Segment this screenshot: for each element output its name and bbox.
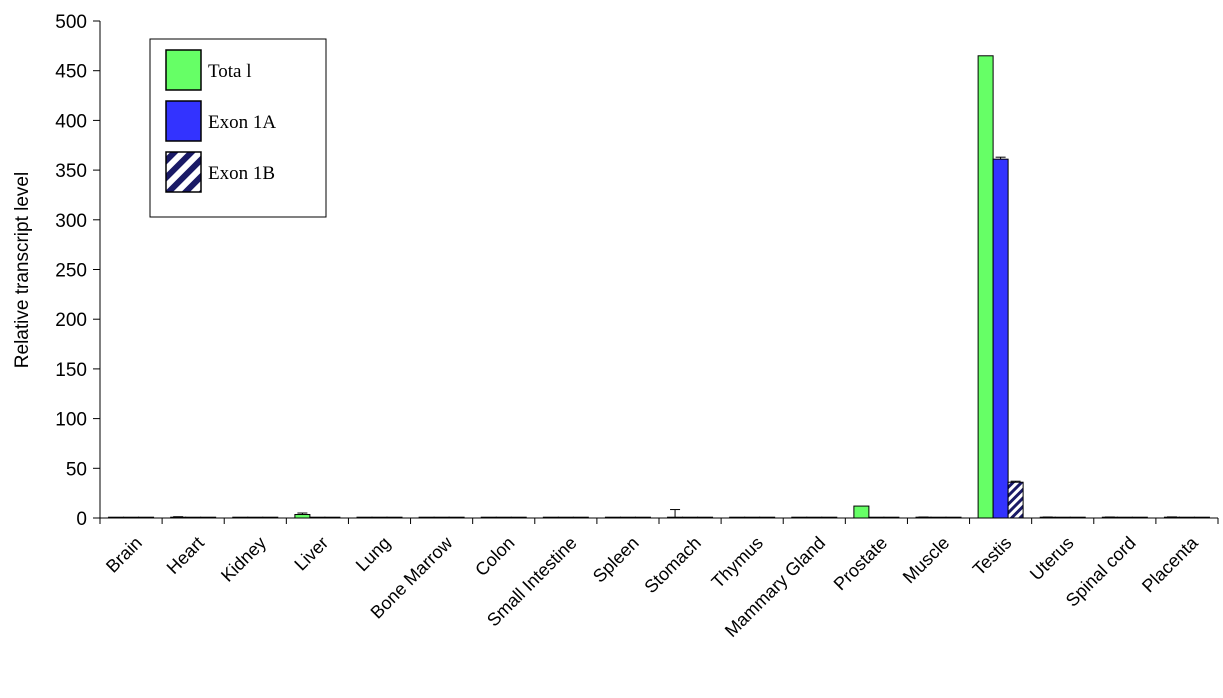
bar (495, 516, 512, 519)
bar (992, 158, 1009, 519)
bar (200, 516, 217, 519)
bar (1131, 516, 1148, 519)
category-label: Liver (290, 533, 332, 575)
category-label: Brain (102, 533, 146, 577)
category-label: Thymus (708, 533, 767, 592)
bar (930, 516, 947, 519)
bar (324, 516, 341, 519)
y-tick-label: 350 (55, 161, 87, 182)
bar (123, 516, 140, 519)
bar (232, 516, 249, 519)
bars (108, 55, 1210, 519)
y-tick-label: 300 (55, 211, 87, 232)
bar (977, 55, 994, 519)
category-label: Prostate (830, 533, 892, 595)
bar (1193, 516, 1210, 519)
bar (1007, 481, 1024, 519)
bar (448, 516, 465, 519)
bar (619, 516, 636, 519)
bar (604, 516, 621, 519)
bar (309, 516, 326, 519)
bar (185, 516, 202, 519)
legend-swatch (165, 100, 202, 142)
y-axis-title: Relative transcript level (12, 172, 33, 368)
y-tick-label: 400 (55, 111, 87, 132)
category-label: Kidney (217, 533, 270, 586)
bar (108, 516, 125, 519)
category-label: Colon (471, 533, 518, 580)
bar (294, 514, 311, 519)
bar (1178, 516, 1195, 519)
bar (697, 516, 714, 519)
category-label: Placenta (1138, 532, 1202, 596)
category-label: Muscle (899, 533, 953, 587)
y-tick-label: 150 (55, 360, 87, 381)
series-exon-1b (138, 480, 1210, 519)
bar (1054, 516, 1071, 519)
y-tick-label: 500 (55, 12, 87, 33)
bar (170, 516, 187, 519)
bar (634, 516, 651, 519)
legend-label: Tota l (208, 61, 252, 82)
bar (868, 516, 885, 519)
y-tick-label: 200 (55, 310, 87, 331)
bar (386, 516, 403, 519)
bar (510, 516, 527, 519)
category-label: Spleen (589, 533, 643, 587)
bar (247, 516, 264, 519)
bar (262, 516, 279, 519)
category-label: Lung (352, 533, 394, 575)
bar (729, 516, 746, 519)
bar (853, 505, 870, 519)
y-tick-label: 100 (55, 410, 87, 431)
y-tick-label: 250 (55, 261, 87, 282)
bar (791, 516, 808, 519)
y-tick-label: 50 (66, 459, 87, 480)
bar (667, 516, 684, 519)
bar (883, 516, 900, 519)
bar (744, 516, 761, 519)
bar (572, 516, 589, 519)
bar (1116, 516, 1133, 519)
legend: Tota l Exon 1A Exon 1B (149, 38, 327, 218)
bar (1069, 516, 1086, 519)
legend-label: Exon 1B (208, 163, 275, 184)
bar (433, 516, 450, 519)
bar (759, 516, 776, 519)
y-tick-label: 0 (76, 509, 87, 530)
bar (356, 516, 373, 519)
series-total (108, 55, 1180, 519)
bar (557, 516, 574, 519)
legend-label: Exon 1A (208, 112, 276, 133)
category-label: Heart (163, 533, 208, 578)
y-tick-label: 450 (55, 62, 87, 83)
category-label: Stomach (641, 533, 705, 597)
bar (806, 516, 823, 519)
bar (682, 516, 699, 519)
bar (821, 516, 838, 519)
y-axis: 0 50 100 150 200 250 300 350 400 450 500 (55, 12, 101, 530)
category-label: Uterus (1026, 533, 1078, 585)
bar (945, 516, 962, 519)
bar (138, 516, 155, 519)
series-exon-1a (123, 156, 1195, 519)
legend-swatch (165, 49, 202, 91)
category-label: Testis (969, 533, 1016, 580)
bar (371, 516, 388, 519)
bar (480, 516, 497, 519)
bar (542, 516, 559, 519)
bar (418, 516, 435, 519)
legend-swatch (165, 151, 202, 193)
